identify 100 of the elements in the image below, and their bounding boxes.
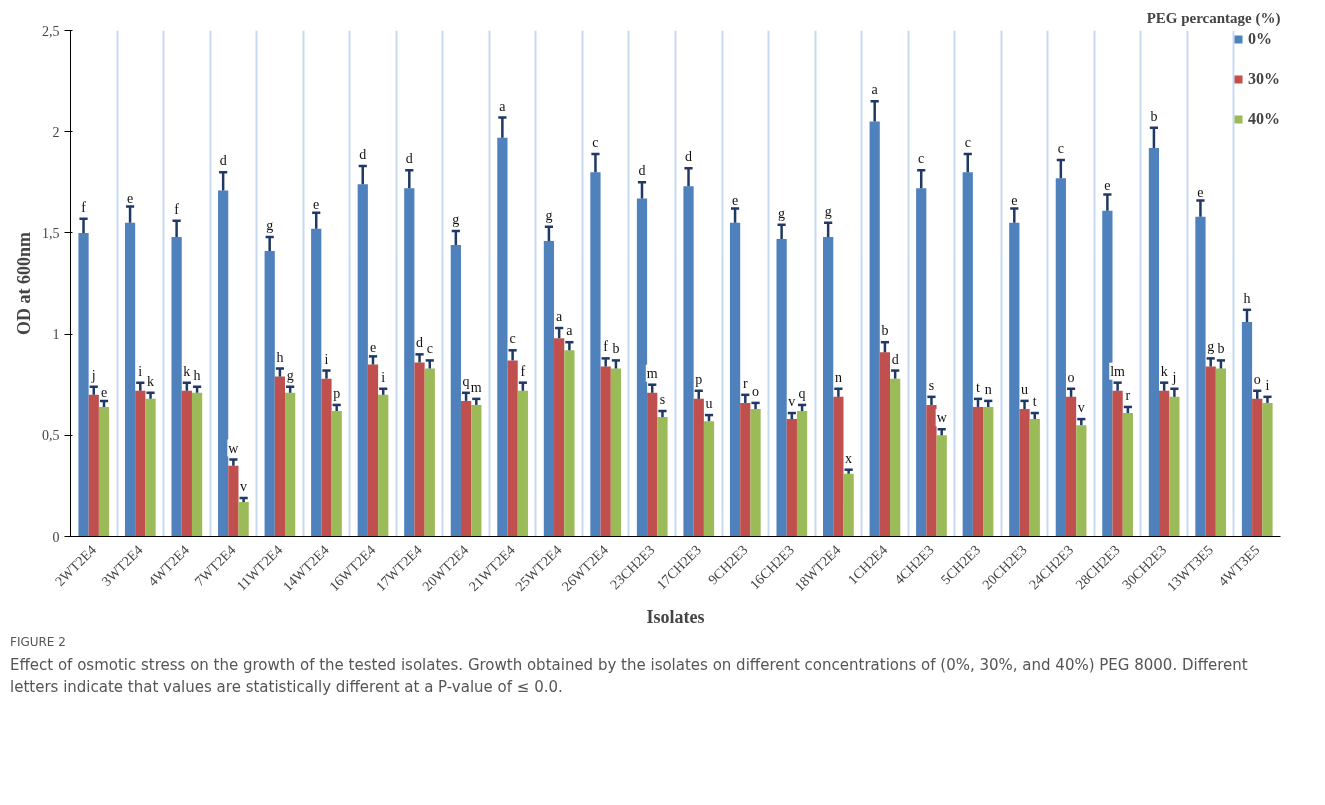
bar <box>590 172 601 537</box>
bar <box>1029 419 1040 537</box>
data-label: q <box>462 373 470 389</box>
bar <box>693 398 704 537</box>
y-tick-label: 0,5 <box>42 428 60 444</box>
bar <box>936 435 947 537</box>
y-tick-label: 1 <box>52 327 60 343</box>
data-label: d <box>219 153 227 169</box>
bar <box>357 184 368 537</box>
data-label: b <box>881 323 889 339</box>
data-label: g <box>824 203 832 219</box>
bar <box>1122 413 1133 537</box>
data-label: g <box>452 211 460 227</box>
data-label: h <box>193 367 201 383</box>
bar <box>78 232 89 537</box>
data-label: i <box>138 363 143 379</box>
data-label: d <box>891 351 899 367</box>
data-label: e <box>731 192 739 208</box>
bar <box>378 394 389 537</box>
bar <box>843 473 854 537</box>
data-label: h <box>1243 290 1251 306</box>
bar <box>471 404 482 537</box>
bar <box>1065 396 1077 537</box>
data-label: i <box>324 351 329 367</box>
bar <box>916 188 927 537</box>
bar <box>191 392 203 537</box>
data-label: d <box>405 151 413 167</box>
bar <box>1102 210 1113 537</box>
bar <box>610 368 622 537</box>
bar <box>171 236 182 537</box>
data-label: j <box>1171 369 1177 385</box>
bar <box>1215 368 1227 537</box>
bar <box>1055 178 1066 537</box>
data-label: s <box>659 392 666 408</box>
bar <box>367 364 379 537</box>
bar <box>285 392 296 537</box>
data-label: i <box>381 369 386 385</box>
bar <box>124 222 136 537</box>
y-tick-label: 0 <box>52 529 60 545</box>
bar <box>321 378 332 537</box>
bar <box>1241 321 1253 537</box>
data-label: o <box>752 383 760 399</box>
data-label: f <box>603 339 609 355</box>
data-label: d <box>416 335 424 351</box>
bar <box>796 411 808 537</box>
bar <box>554 338 565 537</box>
data-label: p <box>695 371 703 387</box>
bar <box>1205 366 1216 537</box>
data-label: a <box>499 98 507 114</box>
data-label: n <box>834 369 842 385</box>
bar <box>264 251 275 537</box>
legend-label: 30% <box>1248 70 1280 88</box>
data-label: h <box>276 349 284 365</box>
data-label: g <box>778 205 786 221</box>
bar <box>962 172 973 537</box>
data-label: c <box>1057 141 1064 157</box>
bar <box>983 406 994 537</box>
data-label: g <box>1207 339 1215 355</box>
bar <box>879 352 891 537</box>
data-label: d <box>359 147 367 163</box>
data-label: w <box>228 440 240 456</box>
bar <box>1009 222 1020 537</box>
data-label: v <box>1077 400 1085 416</box>
bar <box>786 419 797 537</box>
data-label: b <box>612 341 620 357</box>
data-label: g <box>545 207 553 223</box>
y-tick-label: 1,5 <box>42 225 60 241</box>
bar <box>1159 390 1170 537</box>
bar <box>740 402 751 537</box>
bar <box>238 502 249 537</box>
bar <box>404 188 415 537</box>
data-label: d <box>685 149 693 165</box>
data-label: e <box>126 190 134 206</box>
bar <box>218 190 229 537</box>
bar <box>750 408 761 537</box>
data-label: o <box>1253 371 1261 387</box>
legend-label: 40% <box>1248 110 1280 128</box>
bar <box>274 376 286 537</box>
bar <box>1112 390 1123 537</box>
x-axis-title: Isolates <box>646 607 705 628</box>
bar <box>1169 396 1180 537</box>
bar <box>683 186 694 537</box>
data-label: a <box>566 323 574 339</box>
data-label: k <box>183 363 191 379</box>
data-label: k <box>147 373 155 389</box>
bar <box>1195 216 1206 537</box>
data-label: f <box>174 201 180 217</box>
data-label: e <box>313 196 320 212</box>
bar <box>543 241 555 537</box>
bar <box>703 421 715 537</box>
bar <box>636 198 648 537</box>
data-label: n <box>984 381 992 397</box>
bar <box>1252 398 1263 537</box>
bar <box>135 390 146 537</box>
bar <box>331 411 342 537</box>
bar <box>145 398 156 537</box>
data-label: c <box>509 331 516 347</box>
bar <box>517 390 528 537</box>
y-tick-label: 2 <box>52 124 60 140</box>
data-label: j <box>90 367 96 383</box>
